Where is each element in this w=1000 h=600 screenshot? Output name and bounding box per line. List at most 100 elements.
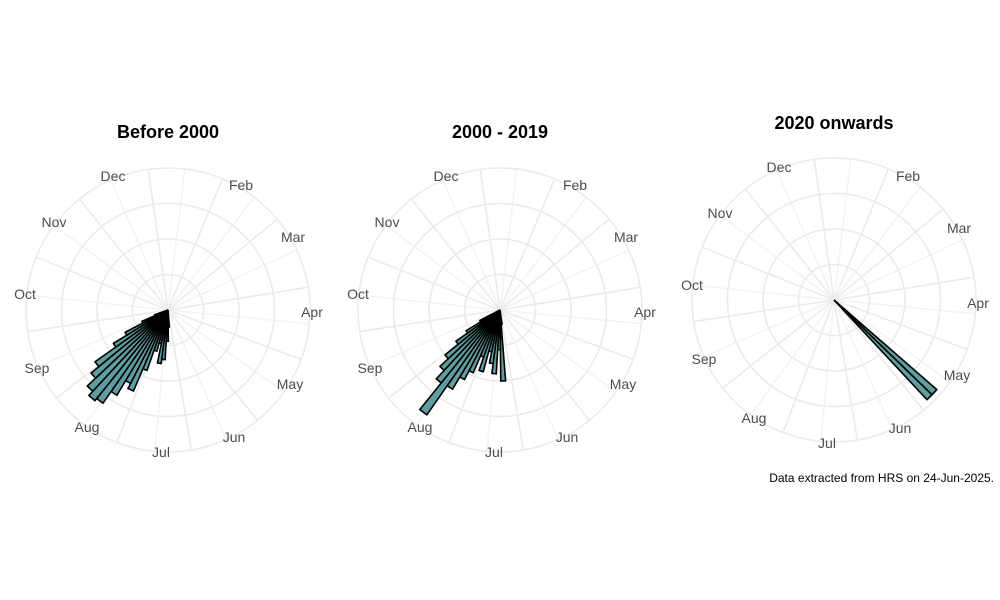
bar-wedge (87, 309, 169, 402)
month-label-may: May (277, 376, 303, 392)
month-label-feb: Feb (896, 168, 920, 184)
month-labels: Feb Mar Apr May Jun Jul Aug Sep Oct Nov Dec (681, 159, 989, 451)
grid-ring (96, 238, 240, 382)
polar-grid (691, 157, 977, 443)
data-source-caption: Data extracted from HRS on 24-Jun-2025. (769, 471, 994, 485)
grid-spoke (833, 299, 859, 441)
grid-spoke (27, 309, 169, 333)
grid-spoke (499, 309, 525, 451)
grid-spoke-minor (369, 309, 501, 368)
month-label-apr: Apr (967, 295, 989, 311)
grid-ring (131, 273, 205, 347)
grid-spoke (499, 286, 641, 311)
month-label-aug: Aug (742, 410, 767, 426)
grid-spoke-minor (703, 299, 835, 358)
grid-spoke (499, 309, 634, 361)
grid-spoke-minor (499, 309, 560, 440)
grid-spoke-minor (167, 196, 255, 311)
grid-spoke-minor (776, 169, 835, 301)
grid-spoke-minor (833, 299, 894, 430)
month-labels: Feb Mar Apr May Jun Jul Aug Sep Oct Nov Dec (14, 168, 323, 460)
panel-title: 2020 onwards (774, 113, 893, 133)
grid-spoke-minor (167, 249, 298, 311)
grid-spoke-minor (26, 294, 169, 311)
grid-spoke-minor (167, 309, 310, 325)
month-label-apr: Apr (301, 304, 323, 320)
grid-spoke (479, 169, 501, 311)
month-label-nov: Nov (375, 214, 400, 230)
grid-spoke (367, 256, 501, 311)
grid-spoke-minor (358, 294, 501, 311)
polar-panel-2000-2019: 2000 - 2019 Feb Mar Apr May Jun Jul Aug Sep Oct N… (347, 122, 656, 460)
month-label-jul: Jul (485, 444, 503, 460)
polar-panel-2020-onwards: 2020 onwards Feb Mar Apr May Jun Jul Aug Sep Oct… (681, 113, 989, 451)
grid-spoke-minor (385, 224, 501, 311)
grid-spoke-minor (820, 299, 835, 442)
grid-spoke (499, 218, 610, 311)
month-label-mar: Mar (614, 229, 638, 245)
grid-spoke (359, 309, 501, 333)
grid-spoke-minor (719, 214, 835, 301)
bar-layer (418, 309, 507, 416)
grid-spoke (35, 256, 169, 311)
bar-layer (86, 309, 171, 405)
grid-ring (797, 263, 871, 337)
month-label-feb: Feb (229, 177, 253, 193)
bar-wedge (153, 309, 169, 317)
grid-spoke-minor (499, 196, 587, 311)
grid-spoke (782, 299, 835, 433)
grid-spoke-minor (750, 299, 835, 416)
grid-spoke (167, 286, 309, 311)
month-label-feb: Feb (563, 177, 587, 193)
grid-spoke-minor (692, 284, 835, 301)
grid-spoke-minor (53, 224, 169, 311)
grid-spoke (499, 309, 591, 421)
grid-spoke (167, 218, 278, 311)
month-label-sep: Sep (25, 360, 50, 376)
grid-spoke-minor (167, 309, 228, 440)
month-label-aug: Aug (408, 419, 433, 435)
grid-spoke (701, 246, 835, 301)
grid-spoke (693, 299, 835, 323)
grid-spoke-minor (833, 186, 921, 301)
month-label-apr: Apr (634, 304, 656, 320)
month-label-sep: Sep (692, 351, 717, 367)
month-label-mar: Mar (947, 220, 971, 236)
bar-wedge (833, 299, 934, 401)
grid-spoke-minor (499, 168, 518, 311)
grid-ring (762, 228, 906, 372)
month-label-oct: Oct (681, 277, 703, 293)
grid-spoke (833, 168, 890, 301)
grid-spoke-minor (499, 309, 617, 393)
grid-spoke-minor (167, 309, 285, 393)
grid-spoke (410, 198, 501, 311)
month-labels: Feb Mar Apr May Jun Jul Aug Sep Oct Nov Dec (347, 168, 656, 460)
month-label-nov: Nov (708, 205, 733, 221)
month-label-dec: Dec (101, 168, 126, 184)
grid-spoke-minor (833, 299, 976, 315)
grid-spoke (167, 309, 302, 361)
grid-spoke (147, 169, 169, 311)
grid-spoke-minor (833, 299, 951, 383)
bar-wedge (89, 309, 169, 380)
month-label-oct: Oct (347, 286, 369, 302)
month-label-jul: Jul (152, 444, 170, 460)
bar-wedge (418, 309, 501, 416)
grid-spoke-minor (110, 179, 169, 311)
month-label-may: May (610, 376, 636, 392)
grid-spoke (167, 309, 193, 451)
grid-ring (726, 192, 942, 408)
month-label-oct: Oct (14, 286, 36, 302)
grid-spoke (833, 208, 944, 301)
grid-spoke (78, 198, 169, 311)
month-label-dec: Dec (767, 159, 792, 175)
month-label-nov: Nov (42, 214, 67, 230)
bar-wedge (478, 309, 501, 323)
grid-spoke-minor (442, 179, 501, 311)
month-label-dec: Dec (434, 168, 459, 184)
grid-ring (25, 167, 311, 453)
month-label-sep: Sep (358, 360, 383, 376)
grid-spoke (744, 188, 835, 301)
polar-panel-before-2000: Before 2000 Feb Mar Apr May Jun Jul Aug Sep Oct N… (14, 122, 323, 460)
